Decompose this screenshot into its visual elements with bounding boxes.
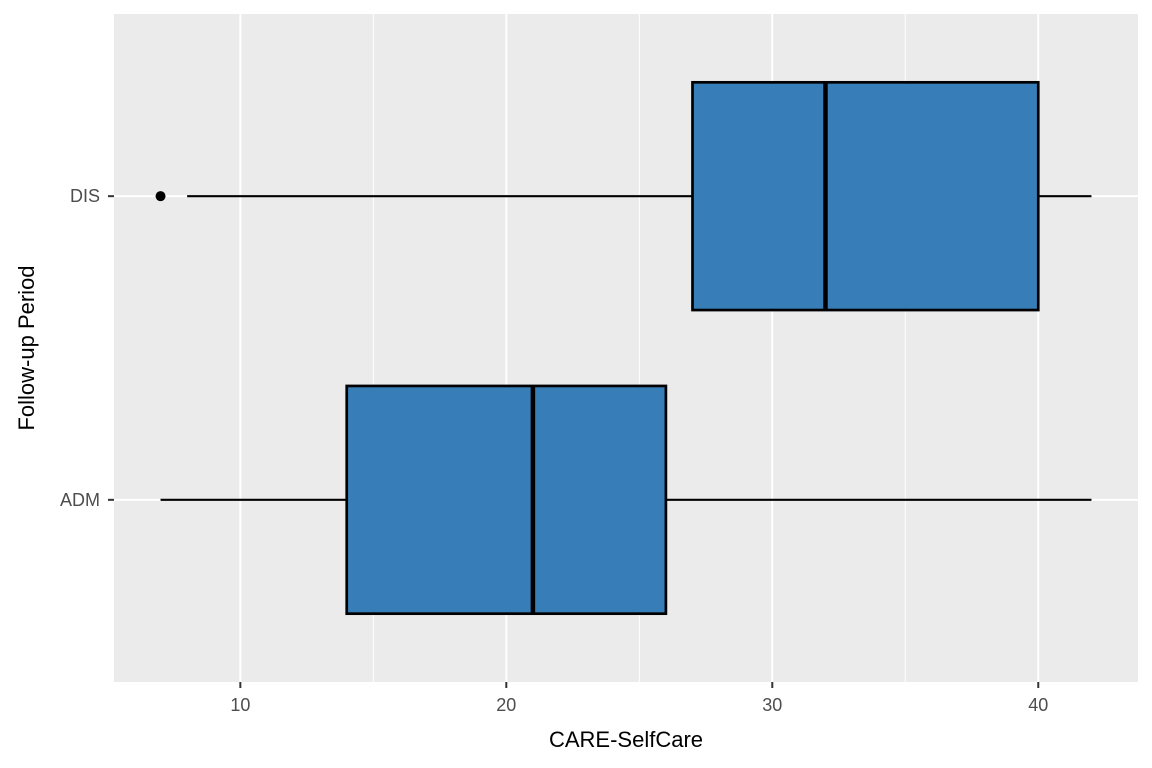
- x-tick-label-30: 30: [762, 695, 783, 715]
- x-tick-label-10: 10: [230, 695, 251, 715]
- outlier-point-DIS: [155, 191, 166, 202]
- x-tick-label-40: 40: [1028, 695, 1049, 715]
- y-tick-label-ADM: ADM: [60, 489, 100, 510]
- box-ADM: [345, 384, 668, 616]
- x-tick-label-20: 20: [496, 695, 517, 715]
- x-axis-title: CARE-SelfCare: [548, 727, 704, 752]
- y-axis-title: Follow-up Period: [14, 265, 39, 431]
- y-tick-label-DIS: DIS: [69, 186, 100, 207]
- box-DIS: [691, 80, 1040, 312]
